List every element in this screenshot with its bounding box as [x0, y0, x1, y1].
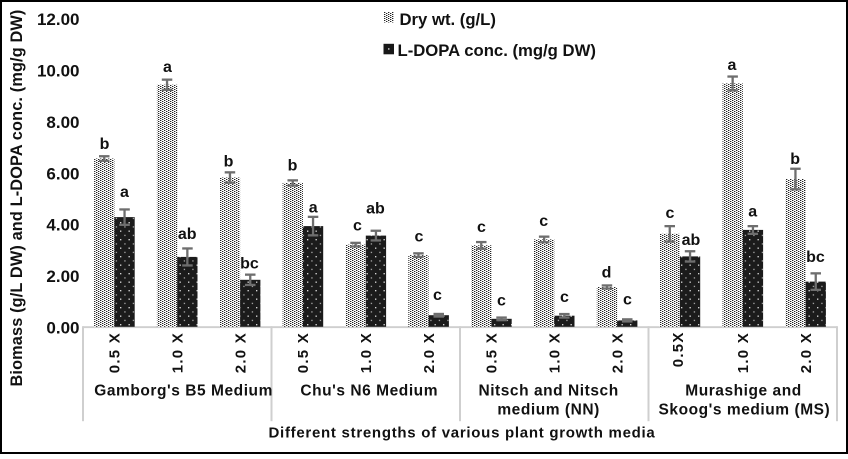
svg-text:bc: bc: [240, 255, 259, 272]
svg-text:ab: ab: [366, 200, 385, 217]
svg-text:b: b: [790, 151, 800, 168]
svg-text:c: c: [539, 213, 548, 230]
svg-text:b: b: [224, 153, 234, 170]
svg-text:2.0 X: 2.0 X: [232, 332, 249, 373]
svg-text:1.0 X: 1.0 X: [358, 332, 375, 373]
svg-text:Nitsch and Nitsch: Nitsch and Nitsch: [478, 382, 618, 399]
svg-text:c: c: [560, 289, 569, 306]
svg-text:c: c: [433, 287, 442, 304]
svg-text:c: c: [477, 219, 486, 236]
svg-text:Murashige and: Murashige and: [685, 382, 802, 399]
svg-text:1.0 X: 1.0 X: [169, 332, 186, 373]
svg-text:b: b: [100, 136, 110, 153]
svg-text:4.00: 4.00: [46, 216, 79, 235]
svg-text:0.5X: 0.5X: [670, 331, 687, 367]
svg-text:Gamborg's B5 Medium: Gamborg's B5 Medium: [94, 382, 273, 399]
svg-text:L-DOPA conc. (mg/g DW): L-DOPA conc. (mg/g DW): [398, 41, 596, 60]
svg-text:0.5 X: 0.5 X: [484, 332, 501, 373]
svg-text:Skoog's medium (MS): Skoog's medium (MS): [659, 402, 831, 419]
svg-text:a: a: [120, 184, 129, 201]
svg-text:2.00: 2.00: [46, 267, 79, 286]
svg-text:Dry wt. (g/L): Dry wt. (g/L): [400, 10, 496, 29]
svg-text:Different strengths of various: Different strengths of various plant gro…: [269, 425, 656, 442]
svg-text:bc: bc: [806, 249, 825, 266]
svg-text:ab: ab: [682, 232, 701, 249]
svg-text:2.0 X: 2.0 X: [609, 332, 626, 373]
svg-text:c: c: [623, 291, 632, 308]
svg-text:0.5 X: 0.5 X: [107, 332, 124, 373]
svg-text:a: a: [748, 203, 757, 220]
svg-text:0.5 X: 0.5 X: [295, 332, 312, 373]
svg-text:1.0 X: 1.0 X: [735, 332, 752, 373]
svg-text:medium (NN): medium (NN): [497, 402, 600, 419]
svg-text:2.0 X: 2.0 X: [421, 332, 438, 373]
svg-text:6.00: 6.00: [46, 164, 79, 183]
svg-text:Chu's N6 Medium: Chu's N6 Medium: [300, 382, 438, 399]
svg-text:1.0 X: 1.0 X: [547, 332, 564, 373]
svg-text:0.00: 0.00: [46, 319, 79, 338]
svg-text:ab: ab: [178, 226, 197, 243]
svg-text:8.00: 8.00: [46, 113, 79, 132]
svg-text:b: b: [288, 157, 298, 174]
svg-text:c: c: [415, 229, 424, 246]
svg-text:Biomass (g/L DW) and L-DOPA co: Biomass (g/L DW) and L-DOPA conc. (mg/g …: [8, 10, 26, 387]
svg-text:c: c: [497, 293, 506, 310]
svg-text:a: a: [163, 59, 172, 76]
svg-text:2.0 X: 2.0 X: [798, 332, 815, 373]
svg-text:12.00: 12.00: [37, 10, 80, 29]
svg-text:a: a: [728, 57, 737, 74]
svg-text:c: c: [353, 218, 362, 235]
svg-text:10.00: 10.00: [37, 62, 80, 81]
svg-text:c: c: [666, 205, 675, 222]
svg-text:a: a: [309, 200, 318, 217]
svg-text:d: d: [602, 264, 612, 281]
